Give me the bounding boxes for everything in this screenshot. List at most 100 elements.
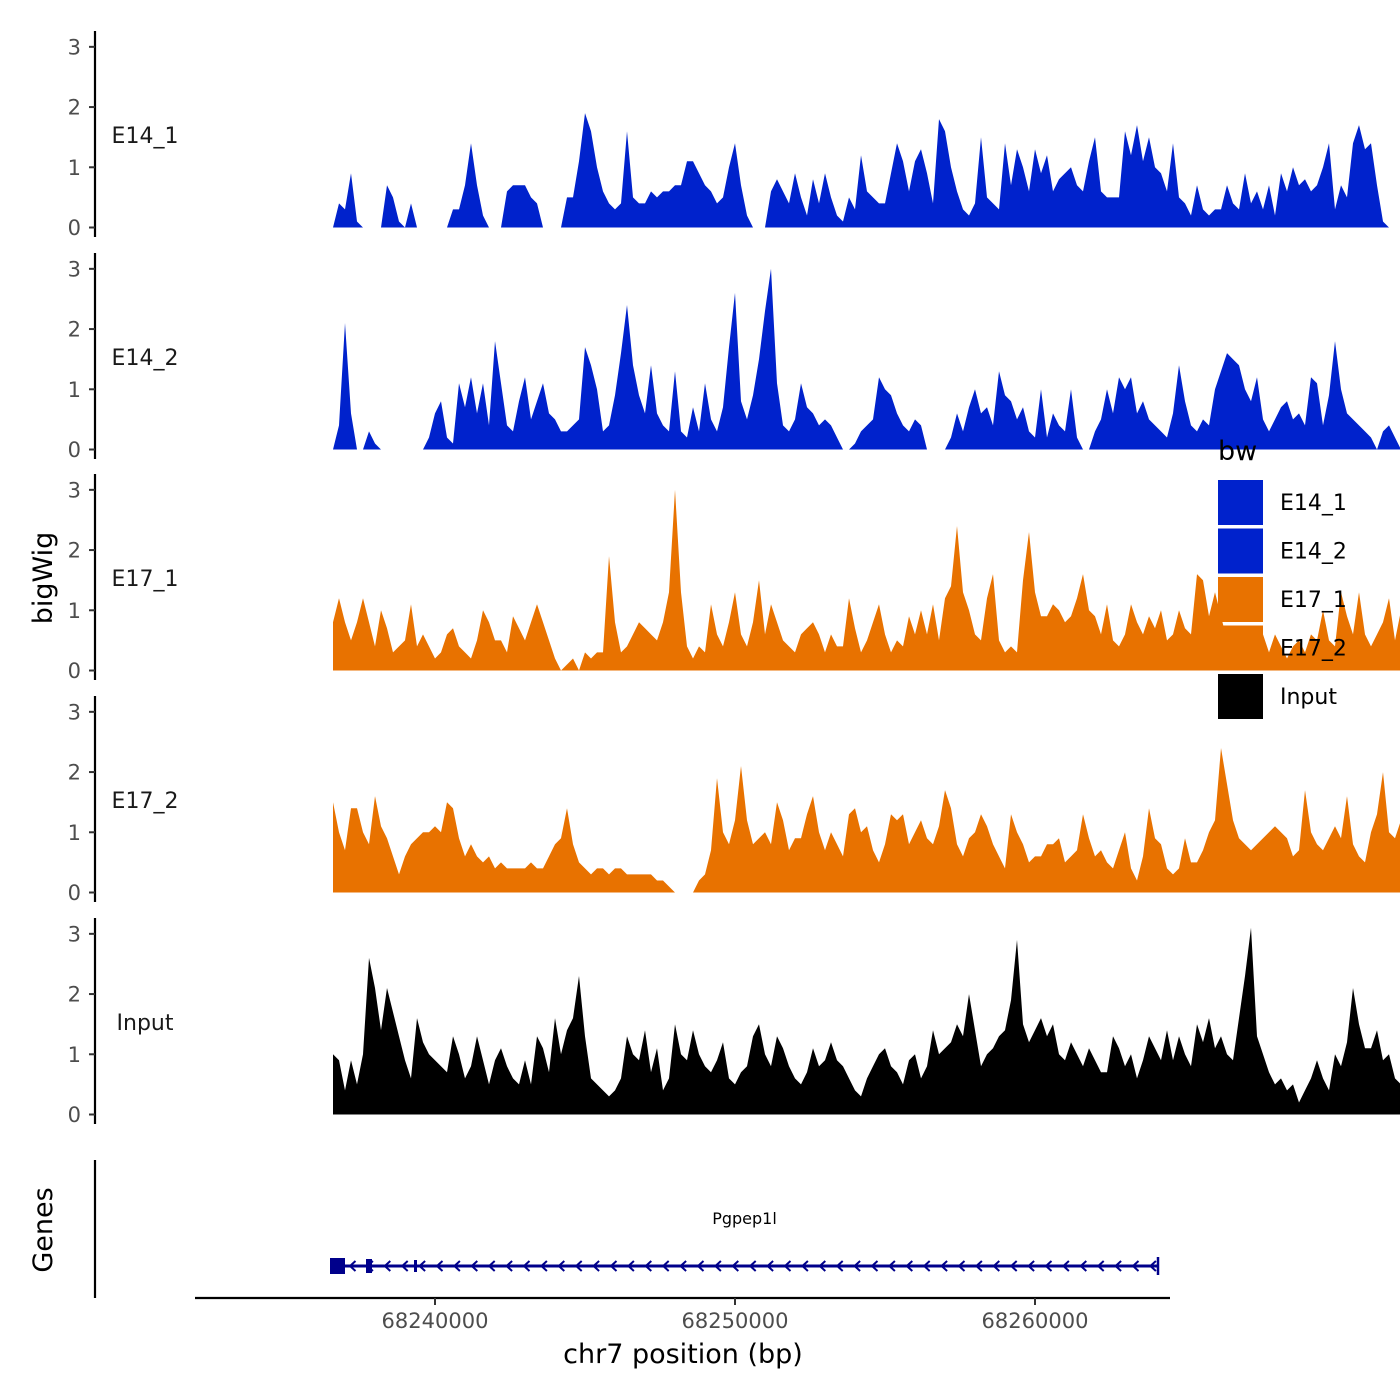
strand-arrow bbox=[922, 1260, 931, 1272]
strand-arrow bbox=[452, 1260, 461, 1272]
area-series-e14-2 bbox=[333, 268, 1400, 450]
strand-arrow bbox=[696, 1260, 705, 1272]
y-tick-label: 1 bbox=[68, 821, 81, 845]
legend-label-input: Input bbox=[1280, 685, 1337, 710]
y-tick-label: 3 bbox=[68, 700, 81, 724]
area-series-e17-2 bbox=[333, 748, 1400, 893]
strand-arrow bbox=[592, 1260, 600, 1272]
y-tick-label: 1 bbox=[68, 156, 81, 180]
y-tick-label: 0 bbox=[68, 438, 81, 462]
y-tick-label: 2 bbox=[68, 983, 81, 1007]
strand-arrow bbox=[992, 1260, 1000, 1272]
strand-arrow bbox=[539, 1260, 548, 1272]
track-label: Input bbox=[117, 1011, 174, 1036]
strand-arrow bbox=[574, 1260, 583, 1272]
strand-arrow bbox=[418, 1260, 426, 1272]
gene-exon bbox=[366, 1259, 372, 1273]
y-tick-label: 1 bbox=[68, 599, 81, 623]
y-axis-title: bigWig bbox=[28, 532, 59, 625]
y-tick-label: 1 bbox=[68, 378, 81, 402]
track-e14-1: 0 1 2 3 E14_1 bbox=[68, 31, 1400, 240]
track-label: E17_1 bbox=[112, 567, 179, 592]
strand-arrow bbox=[679, 1260, 687, 1272]
y-tick-label: 3 bbox=[68, 35, 81, 59]
track-label: E14_1 bbox=[112, 124, 179, 149]
legend-key-input bbox=[1218, 674, 1263, 719]
track-e17-1: 0 1 2 3 E17_1 bbox=[68, 474, 1400, 683]
strand-arrow bbox=[974, 1260, 983, 1272]
strand-arrow bbox=[400, 1260, 409, 1272]
y-tick-label: 3 bbox=[68, 257, 81, 281]
strand-arrow bbox=[1044, 1260, 1053, 1272]
strand-arrow bbox=[853, 1260, 861, 1272]
strand-arrow bbox=[383, 1260, 391, 1272]
legend-label-e17-2: E17_2 bbox=[1280, 637, 1347, 662]
legend-title: bw bbox=[1218, 436, 1257, 467]
legend: bw E14_1 E14_2 E17_1 E17_2 Input bbox=[1218, 436, 1347, 719]
track-label: E17_2 bbox=[112, 789, 179, 814]
strand-arrow bbox=[522, 1260, 531, 1272]
strand-arrow bbox=[835, 1260, 844, 1272]
strand-arrow bbox=[557, 1260, 565, 1272]
track-input: 0 1 2 3 Input bbox=[68, 918, 1400, 1127]
track-e14-2: 0 1 2 3 E14_2 bbox=[68, 253, 1400, 462]
y-tick-label: 3 bbox=[68, 478, 81, 502]
y-tick-label: 2 bbox=[68, 761, 81, 785]
legend-label-e17-1: E17_1 bbox=[1280, 588, 1347, 613]
x-axis-title: chr7 position (bp) bbox=[563, 1339, 803, 1370]
gene-name-label: Pgpep1l bbox=[712, 1209, 777, 1228]
strand-arrow bbox=[731, 1260, 739, 1272]
legend-key-e14-1 bbox=[1218, 480, 1263, 525]
gene-panel: Pgpep1l bbox=[93, 1160, 1160, 1298]
strand-arrow bbox=[435, 1260, 444, 1272]
strand-arrow bbox=[748, 1260, 757, 1272]
strand-arrow bbox=[1027, 1260, 1035, 1272]
strand-arrow bbox=[644, 1260, 652, 1272]
strand-arrow bbox=[1148, 1260, 1157, 1272]
strand-arrow bbox=[818, 1260, 826, 1272]
x-axis: 68240000 68250000 68260000 bbox=[195, 1296, 1170, 1333]
strand-arrow bbox=[1009, 1260, 1018, 1272]
y-tick-label: 0 bbox=[68, 216, 81, 240]
y-tick-label: 2 bbox=[68, 318, 81, 342]
y-tick-label: 0 bbox=[68, 659, 81, 683]
y-tick-label: 3 bbox=[68, 922, 81, 946]
gene-exon bbox=[330, 1258, 345, 1274]
strand-arrow bbox=[713, 1260, 722, 1272]
strand-arrow bbox=[470, 1260, 478, 1272]
strand-arrow bbox=[870, 1260, 879, 1272]
y-tick-label: 2 bbox=[68, 539, 81, 563]
area-series-e14-1 bbox=[333, 113, 1400, 228]
area-series-input bbox=[333, 927, 1400, 1115]
strand-arrow bbox=[1061, 1260, 1070, 1272]
strand-arrow bbox=[1114, 1260, 1122, 1272]
x-tick-label: 68250000 bbox=[682, 1309, 789, 1333]
strand-arrow bbox=[661, 1260, 670, 1272]
strand-arrow bbox=[609, 1260, 618, 1272]
track-label: E14_2 bbox=[112, 346, 179, 371]
strand-arrow bbox=[1131, 1260, 1140, 1272]
strand-arrow bbox=[626, 1260, 635, 1272]
strand-arrow bbox=[957, 1260, 966, 1272]
strand-arrow bbox=[348, 1260, 357, 1272]
strand-arrow bbox=[505, 1260, 513, 1272]
strand-arrow bbox=[1079, 1260, 1087, 1272]
area-series-e17-1 bbox=[333, 489, 1400, 671]
strand-arrow bbox=[487, 1260, 496, 1272]
strand-arrow bbox=[783, 1260, 792, 1272]
x-tick-label: 68260000 bbox=[982, 1309, 1089, 1333]
genes-axis-title: Genes bbox=[28, 1187, 59, 1272]
y-tick-label: 2 bbox=[68, 96, 81, 120]
strand-arrow bbox=[905, 1260, 913, 1272]
legend-label-e14-1: E14_1 bbox=[1280, 491, 1347, 516]
x-tick-label: 68240000 bbox=[382, 1309, 489, 1333]
legend-label-e14-2: E14_2 bbox=[1280, 540, 1347, 565]
strand-arrow bbox=[1096, 1260, 1105, 1272]
strand-arrow bbox=[800, 1260, 809, 1272]
strand-arrow bbox=[887, 1260, 896, 1272]
signal-tracks: 0 1 2 3 E14_1 0 1 2 3 E14_2 0 1 2 3 E17_1 0 1 2 3 E17_2 0 1 2 3… bbox=[68, 31, 1400, 1127]
y-tick-label: 1 bbox=[68, 1043, 81, 1067]
y-tick-label: 0 bbox=[68, 1103, 81, 1127]
legend-key-e14-2 bbox=[1218, 528, 1263, 574]
